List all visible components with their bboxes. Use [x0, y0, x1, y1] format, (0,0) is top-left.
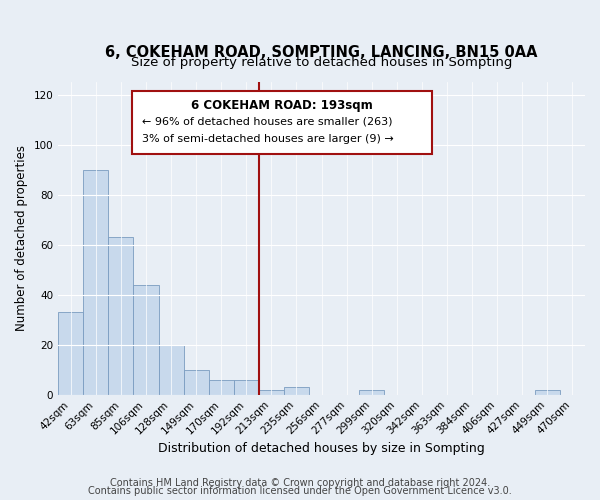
Bar	[359, 390, 385, 394]
Title: 6, COKEHAM ROAD, SOMPTING, LANCING, BN15 0AA: 6, COKEHAM ROAD, SOMPTING, LANCING, BN15…	[106, 45, 538, 60]
Bar	[83, 170, 109, 394]
Text: Size of property relative to detached houses in Sompting: Size of property relative to detached ho…	[131, 56, 512, 70]
X-axis label: Distribution of detached houses by size in Sompting: Distribution of detached houses by size …	[158, 442, 485, 455]
FancyBboxPatch shape	[132, 92, 432, 154]
Y-axis label: Number of detached properties: Number of detached properties	[15, 146, 28, 332]
Text: 3% of semi-detached houses are larger (9) →: 3% of semi-detached houses are larger (9…	[142, 134, 394, 143]
Text: ← 96% of detached houses are smaller (263): ← 96% of detached houses are smaller (26…	[142, 116, 393, 126]
Bar	[284, 387, 309, 394]
Text: Contains public sector information licensed under the Open Government Licence v3: Contains public sector information licen…	[88, 486, 512, 496]
Bar	[133, 284, 158, 395]
Text: Contains HM Land Registry data © Crown copyright and database right 2024.: Contains HM Land Registry data © Crown c…	[110, 478, 490, 488]
Bar	[234, 380, 259, 394]
Bar	[109, 237, 133, 394]
Bar	[158, 344, 184, 395]
Bar	[184, 370, 209, 394]
Bar	[209, 380, 234, 394]
Bar	[535, 390, 560, 394]
Text: 6 COKEHAM ROAD: 193sqm: 6 COKEHAM ROAD: 193sqm	[191, 99, 373, 112]
Bar	[58, 312, 83, 394]
Bar	[259, 390, 284, 394]
